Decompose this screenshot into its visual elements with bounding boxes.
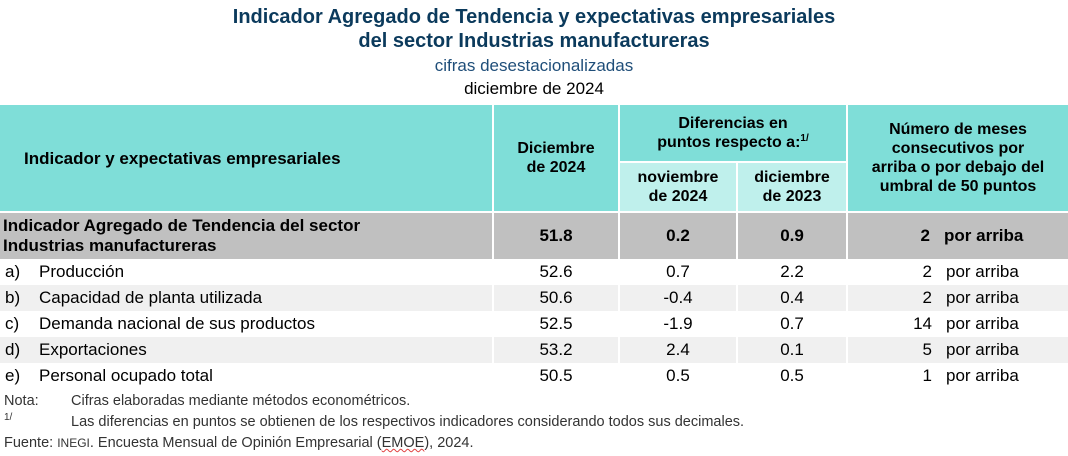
source-abbreviation: EMOE	[381, 435, 425, 451]
aggregate-diff-prev-year: 0.9	[737, 211, 849, 259]
table-notes: Nota: Cifras elaboradas mediante métodos …	[4, 391, 744, 454]
column-header-prev-month: noviembre de 2024	[619, 161, 738, 212]
report-period: diciembre de 2024	[464, 79, 604, 98]
table-row: d) Exportaciones 53.2 2.4 0.1 5 por arriba	[0, 337, 1068, 363]
table-row: c) Demanda nacional de sus productos 52.5…	[0, 311, 1068, 337]
column-header-prev-year: diciembre de 2023	[737, 161, 849, 212]
column-header-months: Número de meses consecutivos por arriba o …	[847, 105, 1068, 212]
aggregate-row: Indicador Agregado de Tendencia del sect…	[0, 211, 1068, 259]
note-source: Fuente: INEGI. Encuesta Mensual de Opini…	[4, 435, 474, 451]
footnote-marker: 1/	[800, 133, 809, 144]
source-org: INEGI	[57, 436, 90, 450]
indicators-table: Indicador y expectativas empresariales D…	[0, 105, 1068, 389]
note-methods: Nota: Cifras elaboradas mediante métodos …	[4, 393, 411, 409]
table-row: b) Capacidad de planta utilizada 50.6 -0.…	[0, 285, 1068, 311]
report-subtitle: cifras desestacionalizadas	[434, 56, 634, 75]
column-header-current: Diciembre de 2024	[493, 105, 620, 212]
aggregate-label: Indicador Agregado de Tendencia del sect…	[0, 211, 494, 259]
column-group-differences: Diferencias en puntos respecto a:1/	[619, 105, 849, 162]
note-footnote: 1/Las diferencias en puntos se obtienen …	[4, 412, 745, 431]
aggregate-diff-prev-month: 0.2	[619, 211, 738, 259]
report-title-line2: del sector Industrias manufactureras	[358, 30, 710, 52]
aggregate-value: 51.8	[493, 211, 620, 259]
report-title-line1: Indicador Agregado de Tendencia y expect…	[232, 6, 836, 28]
aggregate-months: 2 por arriba	[847, 211, 1068, 259]
table-row: a) Producción 52.6 0.7 2.2 2 por arriba	[0, 259, 1068, 285]
column-header-indicator: Indicador y expectativas empresariales	[0, 105, 494, 212]
